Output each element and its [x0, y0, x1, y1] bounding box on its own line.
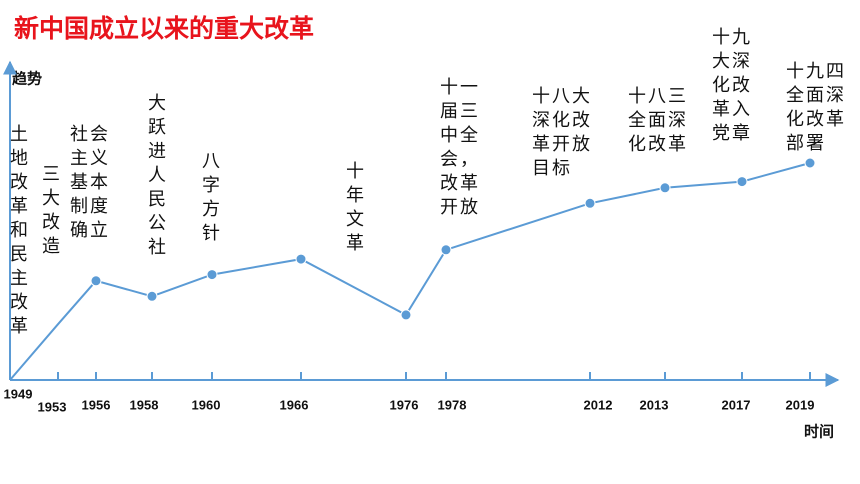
annotation: 十一	[440, 77, 480, 98]
x-tick-label: 2017	[722, 397, 751, 412]
x-axis-label: 时间	[804, 423, 834, 441]
annotation: 跃	[148, 117, 168, 138]
annotation: 进	[148, 141, 168, 162]
annotation: 十九	[712, 27, 752, 48]
annotation: 年	[346, 185, 366, 206]
annotation: 化改	[712, 75, 752, 96]
annotation: 改革	[440, 173, 480, 194]
annotation: 部署	[786, 133, 826, 154]
point	[440, 244, 452, 256]
annotation: 目标	[532, 158, 572, 179]
annotation: 十	[346, 161, 366, 182]
x-tick-label: 1966	[280, 397, 309, 412]
annotation: 文	[346, 209, 366, 230]
annotation: 十八三	[628, 86, 688, 107]
point	[659, 182, 671, 194]
annotation: 党章	[712, 123, 752, 144]
x-tick-label: 1958	[130, 397, 159, 412]
point	[206, 269, 218, 281]
point	[804, 157, 816, 169]
x-tick-label: 1953	[38, 399, 67, 414]
annotation: 社会	[70, 124, 110, 145]
annotation: 人	[148, 165, 168, 186]
x-tick-label: 1976	[390, 397, 419, 412]
annotation: 针	[202, 223, 222, 244]
annotation: 和	[10, 220, 30, 241]
trend-line	[9, 162, 811, 381]
annotation: 深化改	[532, 110, 592, 131]
point	[90, 275, 102, 287]
point	[736, 176, 748, 188]
annotation: 方	[202, 199, 222, 220]
y-axis-label: 趋势	[12, 70, 42, 88]
annotation: 土	[10, 124, 30, 145]
annotation: 革入	[712, 99, 752, 120]
x-tick-label: 1949	[4, 386, 33, 401]
annotation: 三	[42, 164, 62, 185]
point	[295, 253, 307, 265]
annotation: 全面深	[786, 85, 846, 106]
annotation: 革开放	[532, 134, 592, 155]
annotation: 大	[42, 188, 62, 209]
annotation: 全面深	[628, 110, 688, 131]
annotation: 基本	[70, 172, 110, 193]
x-tick-label: 1978	[438, 397, 467, 412]
point	[146, 290, 158, 302]
x-tick-label: 2013	[640, 397, 669, 412]
annotation: 主	[10, 268, 30, 289]
point	[400, 309, 412, 321]
annotation: 十九四	[786, 61, 846, 82]
point	[584, 197, 596, 209]
annotation: 革	[10, 196, 30, 217]
annotation: 革	[346, 233, 366, 254]
annotation: 化改革	[786, 109, 846, 130]
annotation: 社	[148, 237, 168, 258]
x-tick-label: 1956	[82, 397, 111, 412]
annotation: 革	[10, 316, 30, 337]
annotation: 十八大	[532, 86, 592, 107]
x-tick-label: 1960	[192, 397, 221, 412]
annotation: 改	[10, 172, 30, 193]
annotation: 改	[42, 212, 62, 233]
annotation: 大	[148, 93, 168, 114]
annotation: 民	[148, 189, 168, 210]
annotation: 大深	[712, 51, 752, 72]
chart-title: 新中国成立以来的重大改革	[14, 14, 314, 43]
annotation: 开放	[440, 197, 480, 218]
annotation: 确立	[70, 220, 110, 241]
annotation: 制度	[70, 196, 110, 217]
annotation: 造	[42, 236, 62, 257]
annotation: 中全	[440, 125, 480, 146]
annotation: 地	[10, 148, 30, 169]
x-tick-label: 2012	[584, 397, 613, 412]
annotation: 民	[10, 244, 30, 265]
x-tick-label: 2019	[786, 397, 815, 412]
annotation: 主义	[70, 148, 110, 169]
annotation: 化改革	[628, 134, 688, 155]
annotation: 公	[148, 213, 168, 234]
annotation: 会，	[440, 149, 480, 170]
annotation: 改	[10, 292, 30, 313]
annotation: 届三	[440, 101, 480, 122]
annotation: 字	[202, 175, 222, 196]
annotation: 八	[202, 151, 222, 172]
